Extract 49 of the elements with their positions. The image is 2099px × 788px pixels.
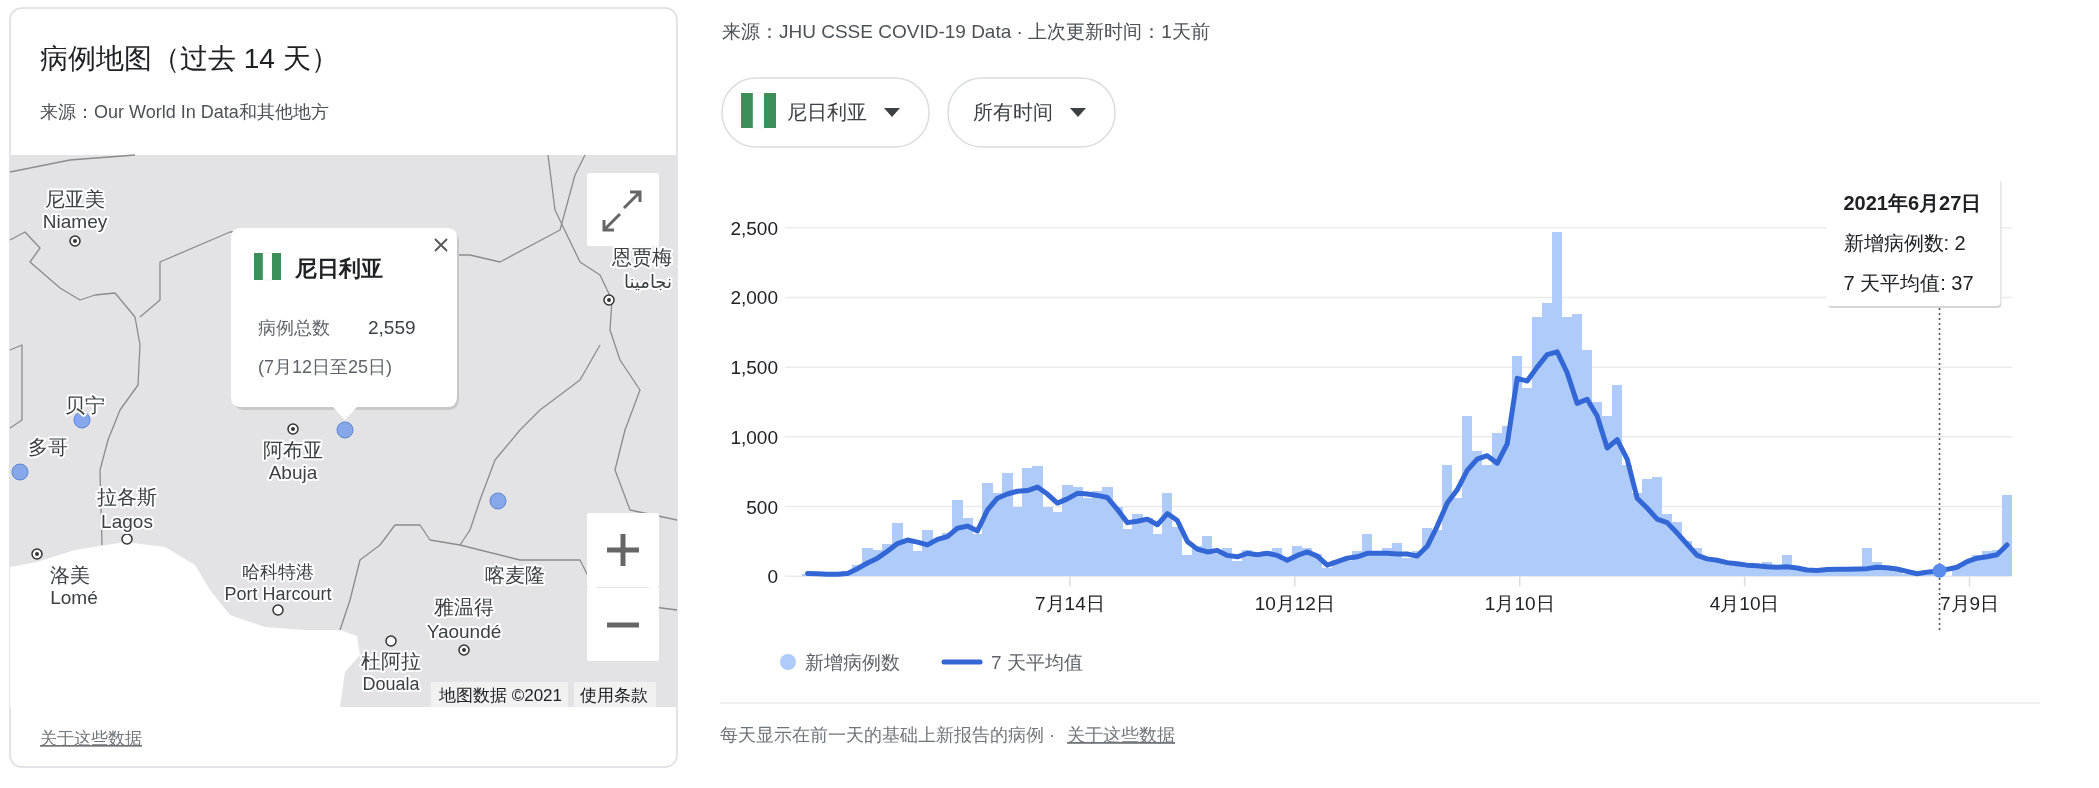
text: 拉各斯 <box>97 486 157 508</box>
tooltip: 2021年6月27日 新增病例数: 2 7 天平均值: 37 <box>1826 178 2002 308</box>
text: 雅温得 <box>434 596 494 618</box>
text: Lagos <box>101 511 153 532</box>
text: 贝宁 <box>65 394 105 416</box>
text: نجامينا <box>623 272 672 292</box>
text: Port Harcourt <box>224 584 332 604</box>
y-tick-label: 1,500 <box>730 357 778 379</box>
text: 阿布亚 <box>263 439 323 461</box>
text: 尼亚美 <box>45 188 105 210</box>
text: 洛美 <box>50 564 90 586</box>
y-tick-label: 0 <box>767 566 778 588</box>
text: Abuja <box>268 462 318 483</box>
text: 来源：Our World In Data和其他地方 <box>40 102 329 122</box>
text: (7月12日至25日) <box>258 357 393 377</box>
source-note: 来源：JHU CSSE COVID-19 Data · 上次更新时间：1天前 <box>722 21 1210 42</box>
legend-label: 新增病例数 <box>805 652 900 673</box>
text: 病例总数 <box>258 318 330 338</box>
text: 使用条款 <box>580 686 648 705</box>
text: 地图数据 ©2021 <box>437 686 562 705</box>
legend-item: 新增病例数 <box>780 652 900 673</box>
text: 病例地图（过去 14 天） <box>40 43 339 74</box>
text: 杜阿拉 <box>361 650 421 672</box>
annotation: 7 天平均值: 37 <box>1843 272 1974 294</box>
text: 所有时间 <box>973 101 1053 123</box>
text: Lomé <box>50 587 98 608</box>
y-tick-label: 2,500 <box>730 217 778 239</box>
x-tick-label: 10月12日 <box>1254 593 1335 615</box>
text: Yaoundé <box>426 621 502 642</box>
x-tick-label: 1月10日 <box>1484 593 1555 615</box>
y-tick-label: 1,000 <box>730 426 778 448</box>
text: Douala <box>362 674 421 694</box>
text: Niamey <box>42 211 108 232</box>
x-tick-label: 4月10日 <box>1709 593 1780 615</box>
text: 喀麦隆 <box>485 564 545 586</box>
y-tick-label: 500 <box>746 496 778 518</box>
text: 每天显示在前一天的基础上新报告的病例 · <box>720 725 1055 745</box>
text: 恩贾梅 <box>611 246 672 268</box>
text: 哈科特港 <box>242 562 314 582</box>
x-tick-label: 7月9日 <box>1939 593 2000 615</box>
text: 尼日利亚 <box>294 256 383 281</box>
y-tick-label: 2,000 <box>730 287 778 309</box>
annotation: 新增病例数: 2 <box>1843 232 1966 254</box>
text: 多哥 <box>28 436 68 458</box>
x-tick-label: 7月14日 <box>1035 593 1105 615</box>
text: 2,559 <box>368 317 416 338</box>
text: 尼日利亚 <box>787 101 867 123</box>
legend-label: 7 天平均值 <box>991 652 1083 673</box>
legend-item: 7 天平均值 <box>941 652 1083 673</box>
